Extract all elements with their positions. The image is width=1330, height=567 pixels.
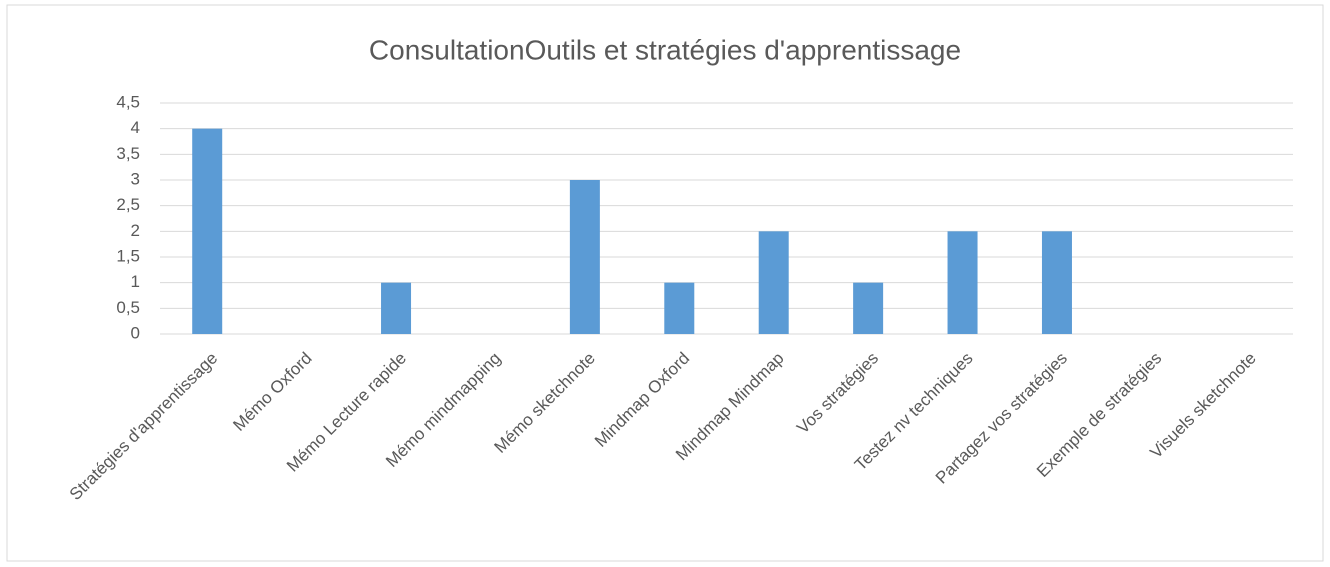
y-tick-label: 1 (131, 272, 140, 291)
chart-title: ConsultationOutils et stratégies d'appre… (369, 34, 961, 65)
bar (1041, 231, 1072, 334)
y-tick-label: 0,5 (116, 298, 140, 317)
bar (947, 231, 978, 334)
y-tick-label: 3 (131, 169, 140, 188)
bar (853, 282, 884, 334)
y-tick-label: 0 (131, 323, 140, 342)
y-tick-label: 4 (131, 118, 140, 137)
bar (192, 128, 223, 334)
bar (569, 180, 600, 334)
y-tick-label: 2 (131, 221, 140, 240)
bar (664, 282, 695, 334)
y-tick-label: 4,5 (116, 92, 140, 111)
y-tick-label: 3,5 (116, 144, 140, 163)
bar (758, 231, 789, 334)
y-tick-label: 1,5 (116, 246, 140, 265)
bar (381, 282, 412, 334)
y-tick-label: 2,5 (116, 195, 140, 214)
